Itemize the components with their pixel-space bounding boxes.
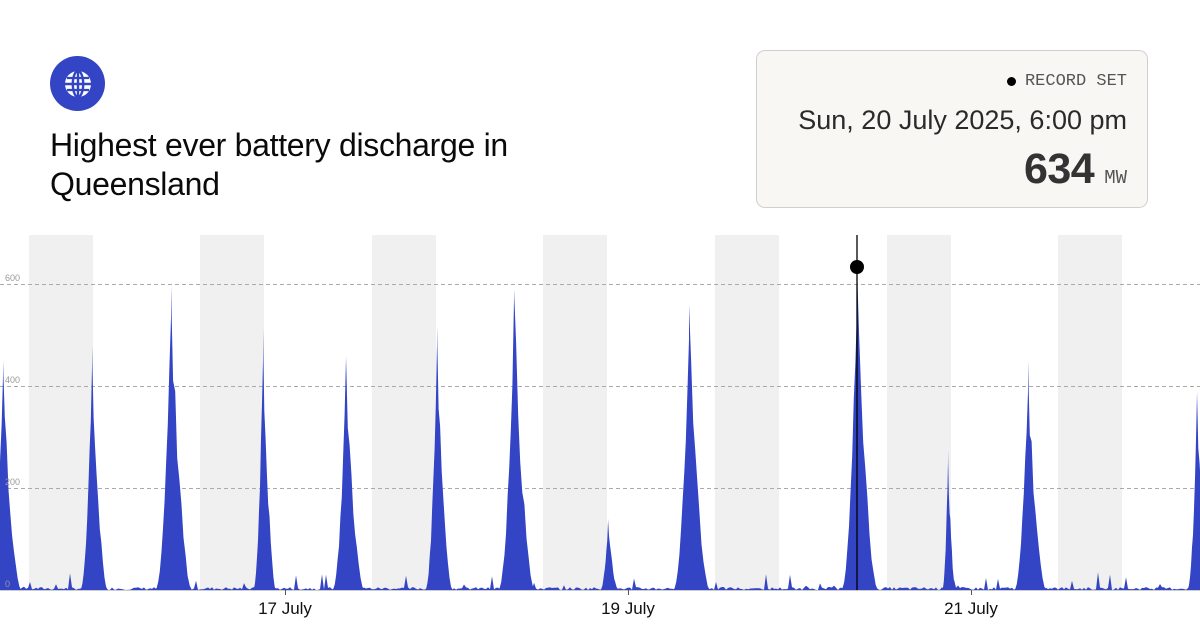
globe-icon xyxy=(64,69,91,98)
y-tick-0: 0 xyxy=(5,579,10,589)
x-tick-19-july: 19 July xyxy=(601,599,655,618)
record-value: 634 MW xyxy=(1024,145,1127,194)
record-card: RECORD SET Sun, 20 July 2025, 6:00 pm 63… xyxy=(756,50,1148,208)
x-axis-labels: 17 July 19 July 21 July xyxy=(258,599,998,618)
record-value-number: 634 xyxy=(1023,145,1095,193)
record-status-label: RECORD SET xyxy=(1024,72,1127,91)
x-tick-17-july: 17 July xyxy=(258,599,312,618)
page-title: Highest ever battery discharge in Queens… xyxy=(50,127,508,202)
x-ticks xyxy=(285,590,972,595)
grid-lines xyxy=(0,284,1200,489)
y-tick-200: 200 xyxy=(5,477,20,487)
y-tick-600: 600 xyxy=(5,273,20,283)
discharge-chart[interactable]: 600 400 200 0 17 July 19 July 21 July xyxy=(0,230,1200,630)
record-dot-icon xyxy=(1006,77,1016,86)
discharge-area xyxy=(0,266,1200,590)
logo-badge xyxy=(50,56,105,111)
record-status: RECORD SET xyxy=(1006,72,1127,91)
record-datetime: Sun, 20 July 2025, 6:00 pm xyxy=(798,105,1127,135)
y-tick-400: 400 xyxy=(5,375,20,385)
record-marker-dot[interactable] xyxy=(850,260,864,274)
record-value-unit: MW xyxy=(1104,167,1127,189)
y-axis-labels: 600 400 200 0 xyxy=(5,273,20,589)
x-tick-21-july: 21 July xyxy=(944,599,998,618)
night-bands xyxy=(29,235,1122,590)
